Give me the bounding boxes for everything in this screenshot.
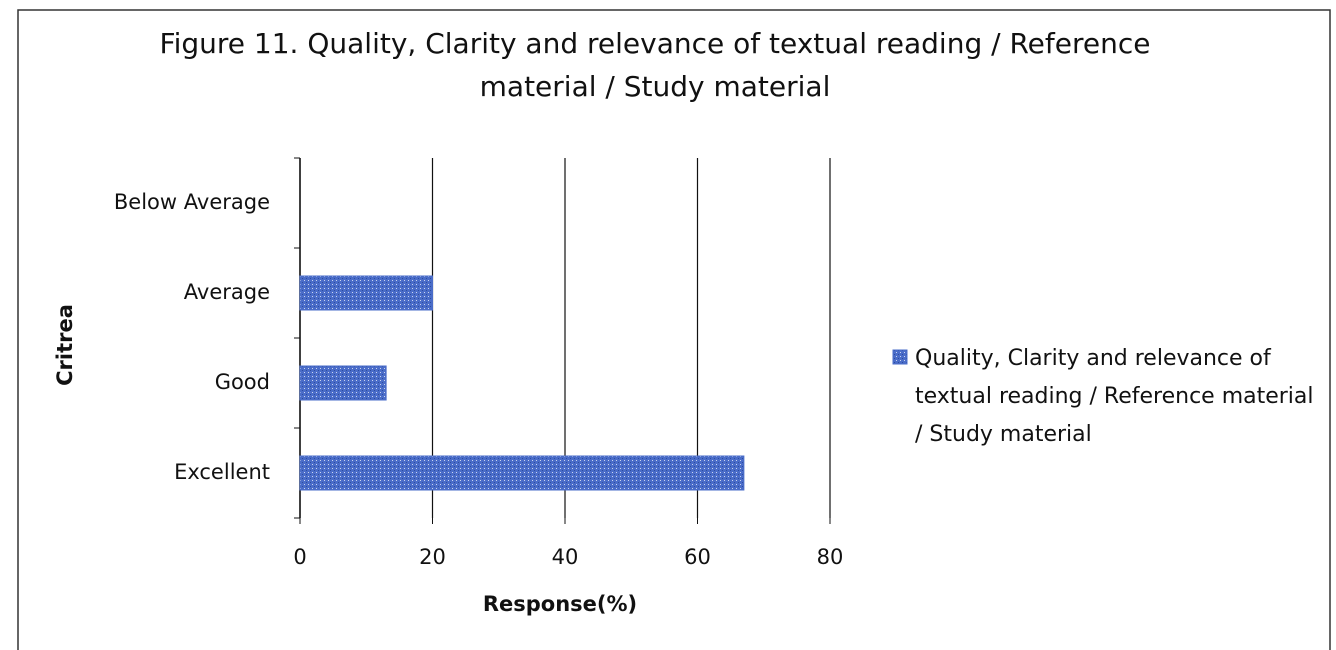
y-tick-label: Excellent (174, 460, 270, 484)
x-axis-label: Response(%) (483, 592, 637, 616)
legend-label: Quality, Clarity and relevance of textua… (915, 346, 1314, 447)
x-tick-label: 0 (293, 545, 306, 569)
x-tick-label: 40 (552, 545, 579, 569)
x-tick-label: 60 (684, 545, 711, 569)
chart-title: Figure 11. Quality, Clarity and relevanc… (159, 27, 1151, 103)
y-axis-label: Critrea (53, 304, 77, 386)
y-tick-label: Good (215, 370, 270, 394)
bar (299, 275, 433, 311)
bar (299, 365, 387, 401)
y-tick-label: Below Average (114, 190, 270, 214)
legend-swatch (892, 349, 908, 365)
bar (299, 455, 745, 491)
frame (17, 9, 1331, 650)
x-tick-label: 80 (817, 545, 844, 569)
x-tick-label: 20 (419, 545, 446, 569)
y-tick-label: Average (184, 280, 270, 304)
